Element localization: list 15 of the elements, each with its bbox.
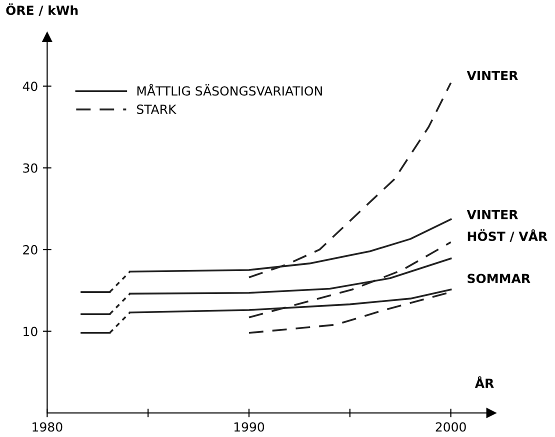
x-tick-label: 1980 (32, 422, 62, 432)
annotation: VINTER (466, 210, 518, 220)
y-tick-label: 30 (23, 163, 38, 173)
x-tick-label: 2000 (436, 422, 466, 432)
y-tick-label: 10 (24, 326, 38, 336)
annotation: VINTER (466, 70, 518, 80)
legend-label: STARK (137, 104, 176, 114)
annotation: SOMMAR (468, 274, 530, 284)
y-tick-label: 40 (22, 82, 38, 92)
y-tick-label: 20 (23, 245, 38, 254)
legend-label: MÅTTLIG SÄSONGSVARIATION (137, 84, 322, 96)
y-axis-title: ÖRE / kWh (6, 3, 78, 16)
x-tick-label: 1990 (234, 422, 264, 432)
annotation: HÖST / VÅR (468, 229, 548, 242)
x-axis-title: ÅR (474, 376, 494, 388)
